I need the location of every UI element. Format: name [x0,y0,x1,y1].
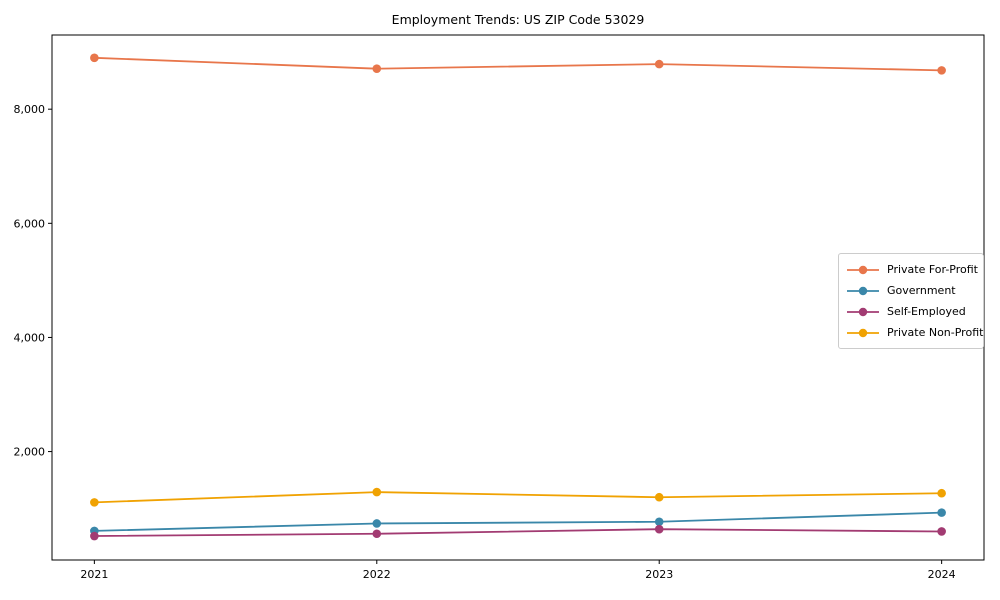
legend-marker-government [847,286,879,295]
data-point-government-2022 [372,519,382,528]
x-tick-label: 2023 [645,568,673,581]
y-tick-label: 2,000 [14,446,46,459]
legend-label: Private For-Profit [887,263,978,276]
data-point-private-non-profit-2021 [90,498,99,507]
plot-spines [51,34,985,561]
legend: Private For-Profit Government Self-Employe… [838,253,984,349]
series-line-private-for-profit [94,56,942,72]
legend-dot [858,265,868,274]
legend-label: Government [887,284,956,297]
legend-item-private-for-profit: Private For-Profit [846,259,978,280]
y-tick-label: 4,000 [14,331,46,344]
legend-dot [858,328,868,337]
data-point-self-employed-2024 [937,527,946,536]
legend-marker-private-for-profit [847,265,879,274]
legend-label: Private Non-Profit [887,326,984,339]
y-tick-label: 8,000 [14,103,46,116]
data-point-self-employed-2021 [90,531,99,541]
series-line-self-employed [94,528,942,537]
legend-marker-self-employed [847,307,879,316]
legend-item-private-non-profit: Private Non-Profit [846,322,983,343]
data-point-private-for-profit-2024 [937,66,946,75]
legend-dot [858,307,868,316]
legend-dot [858,286,868,295]
data-point-private-for-profit-2021 [90,53,99,63]
data-point-private-non-profit-2024 [937,488,946,498]
legend-item-self-employed: Self-Employed [846,301,975,322]
series-line-private-non-profit [94,491,942,504]
legend-item-government: Government [846,280,975,301]
data-point-self-employed-2022 [372,529,382,539]
legend-marker-private-non-profit [847,328,879,337]
data-point-private-for-profit-2023 [654,59,664,69]
series-line-government [94,511,942,532]
x-tick-label: 2022 [363,568,391,581]
data-point-private-non-profit-2023 [654,492,664,502]
data-point-government-2024 [937,508,946,517]
data-point-private-non-profit-2022 [372,487,382,497]
chart-title: Employment Trends: US ZIP Code 53029 [391,12,645,27]
x-tick-label: 2021 [80,568,108,581]
y-tick-label: 6,000 [14,217,46,230]
data-point-government-2023 [654,517,664,527]
data-point-self-employed-2023 [654,524,664,534]
x-tick-label: 2024 [928,568,956,581]
legend-label: Self-Employed [887,305,966,318]
data-point-private-for-profit-2022 [372,64,382,73]
